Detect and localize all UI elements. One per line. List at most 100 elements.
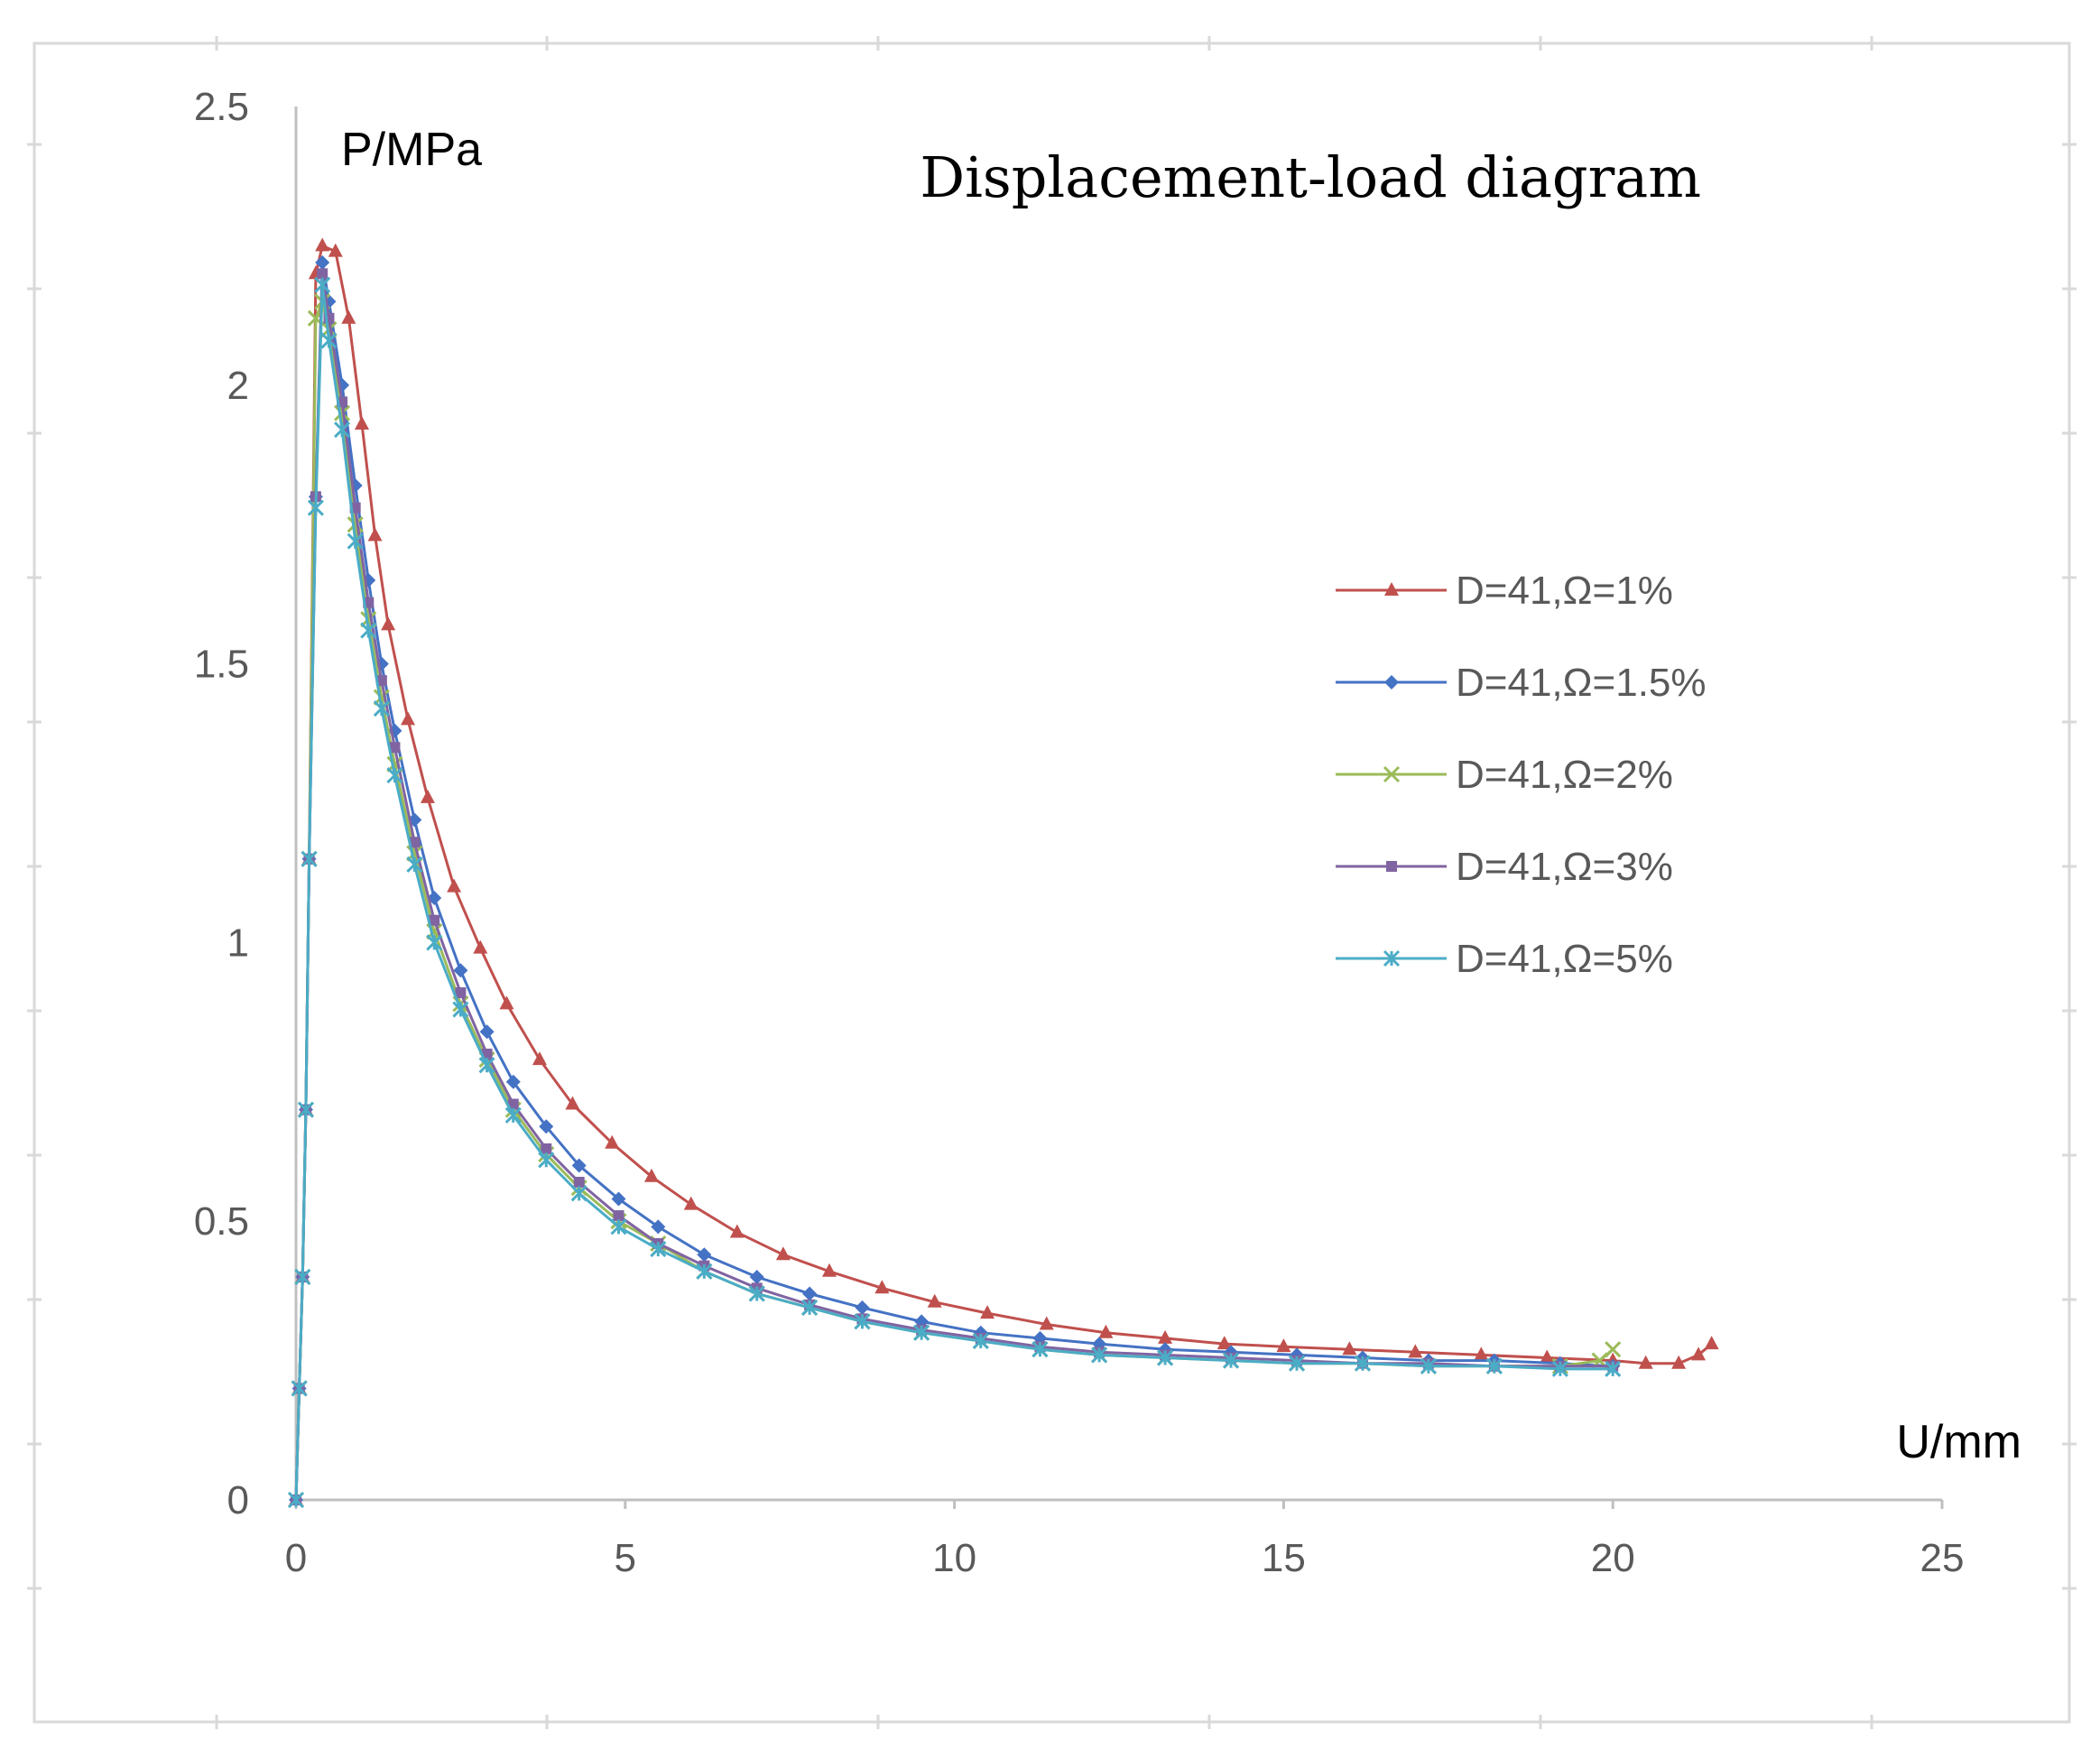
data-point <box>980 1305 995 1319</box>
x-axis-label: U/mm <box>1896 1416 2021 1468</box>
data-point <box>538 1152 555 1169</box>
data-point <box>287 1491 305 1509</box>
data-point <box>452 1001 469 1018</box>
data-point <box>1091 1346 1108 1364</box>
data-point <box>315 254 330 270</box>
data-point <box>1158 1329 1173 1344</box>
y-axis-label: P/MPa <box>341 124 482 176</box>
data-point <box>913 1324 930 1341</box>
data-point <box>1605 1341 1622 1358</box>
data-point <box>1605 1360 1622 1377</box>
data-point <box>683 1196 698 1210</box>
data-point <box>748 1285 765 1302</box>
x-tick-label: 20 <box>1591 1536 1635 1580</box>
data-point <box>1276 1338 1291 1353</box>
data-point <box>341 310 356 324</box>
border-dash-ticks <box>27 36 2077 1729</box>
data-point <box>1098 1324 1114 1338</box>
legend-marker <box>1384 675 1399 689</box>
data-point <box>473 939 488 954</box>
y-tick-label: 1.5 <box>194 643 249 687</box>
data-point <box>821 1263 837 1277</box>
data-point <box>801 1299 819 1316</box>
data-point <box>927 1293 942 1308</box>
data-point <box>429 914 440 926</box>
data-point <box>1704 1336 1719 1350</box>
data-point <box>354 416 369 430</box>
data-point <box>367 527 383 541</box>
data-point <box>307 499 324 516</box>
data-point <box>389 742 401 754</box>
data-point <box>972 1332 989 1350</box>
data-point <box>347 532 364 550</box>
y-tick-label: 2 <box>227 364 249 408</box>
data-point <box>347 516 364 533</box>
data-point <box>409 837 421 848</box>
legend-label: D=41,Ω=2% <box>1456 753 1673 797</box>
legend-marker <box>1386 861 1397 872</box>
data-point <box>541 1143 552 1154</box>
data-point <box>539 1119 554 1134</box>
series-line <box>294 284 1614 1501</box>
data-point <box>334 421 351 439</box>
data-point <box>447 878 462 893</box>
data-point <box>453 963 468 978</box>
data-point <box>650 1241 667 1258</box>
data-point <box>749 1269 764 1284</box>
legend-item: D=41,Ω=3% <box>1336 845 1673 889</box>
y-tick-label: 1 <box>227 921 249 965</box>
data-point <box>1217 1336 1232 1350</box>
legend-marker <box>1384 582 1399 596</box>
x-tick-label: 25 <box>1920 1536 1965 1580</box>
data-point <box>317 268 328 280</box>
data-point <box>532 1051 547 1066</box>
data-point <box>1342 1341 1357 1356</box>
data-point <box>729 1224 745 1238</box>
data-point <box>696 1263 713 1280</box>
data-point <box>381 616 396 631</box>
y-tick-label: 2.5 <box>194 85 249 129</box>
data-point <box>375 675 387 687</box>
series-5 <box>287 276 1622 1509</box>
data-point <box>386 767 403 784</box>
x-tick-labels: 0 5 10 15 20 25 <box>285 1536 1965 1580</box>
data-point <box>504 1106 522 1124</box>
data-point <box>328 243 343 257</box>
data-point <box>291 1380 308 1397</box>
legend-marker <box>1383 949 1401 967</box>
x-tick-label: 0 <box>285 1536 307 1580</box>
legend: D=41,Ω=1% D=41,Ω=1.5% D=41,Ω=2% D=41,Ω=3% D=… <box>1336 569 1707 981</box>
data-point <box>426 934 443 951</box>
legend-item: D=41,Ω=2% <box>1336 753 1673 797</box>
x-tick-label: 10 <box>932 1536 976 1580</box>
data-point <box>301 850 318 867</box>
data-point <box>1474 1346 1489 1361</box>
data-point <box>565 1096 580 1110</box>
data-point <box>610 1218 627 1235</box>
legend-item: D=41,Ω=1.5% <box>1336 661 1707 705</box>
data-point <box>802 1286 818 1301</box>
data-point <box>315 237 330 252</box>
legend-label: D=41,Ω=1.5% <box>1456 661 1707 705</box>
x-tick-label: 5 <box>615 1536 636 1580</box>
data-point <box>1408 1344 1423 1358</box>
data-point <box>320 332 338 349</box>
data-point <box>373 699 390 717</box>
data-point <box>775 1246 791 1261</box>
data-point <box>297 1101 315 1118</box>
data-point <box>1354 1355 1372 1372</box>
data-point <box>1420 1357 1437 1374</box>
data-point <box>1671 1355 1687 1369</box>
data-point <box>1031 1341 1049 1358</box>
data-point <box>1157 1349 1174 1366</box>
chart-border <box>32 42 2071 1724</box>
y-tick-label: 0 <box>227 1478 249 1522</box>
data-point <box>1540 1349 1555 1364</box>
data-point <box>1288 1355 1306 1372</box>
series-layer <box>287 237 1719 1509</box>
data-point <box>1551 1360 1568 1377</box>
data-point <box>1222 1352 1240 1369</box>
data-point <box>874 1280 890 1294</box>
data-point <box>1638 1355 1653 1369</box>
